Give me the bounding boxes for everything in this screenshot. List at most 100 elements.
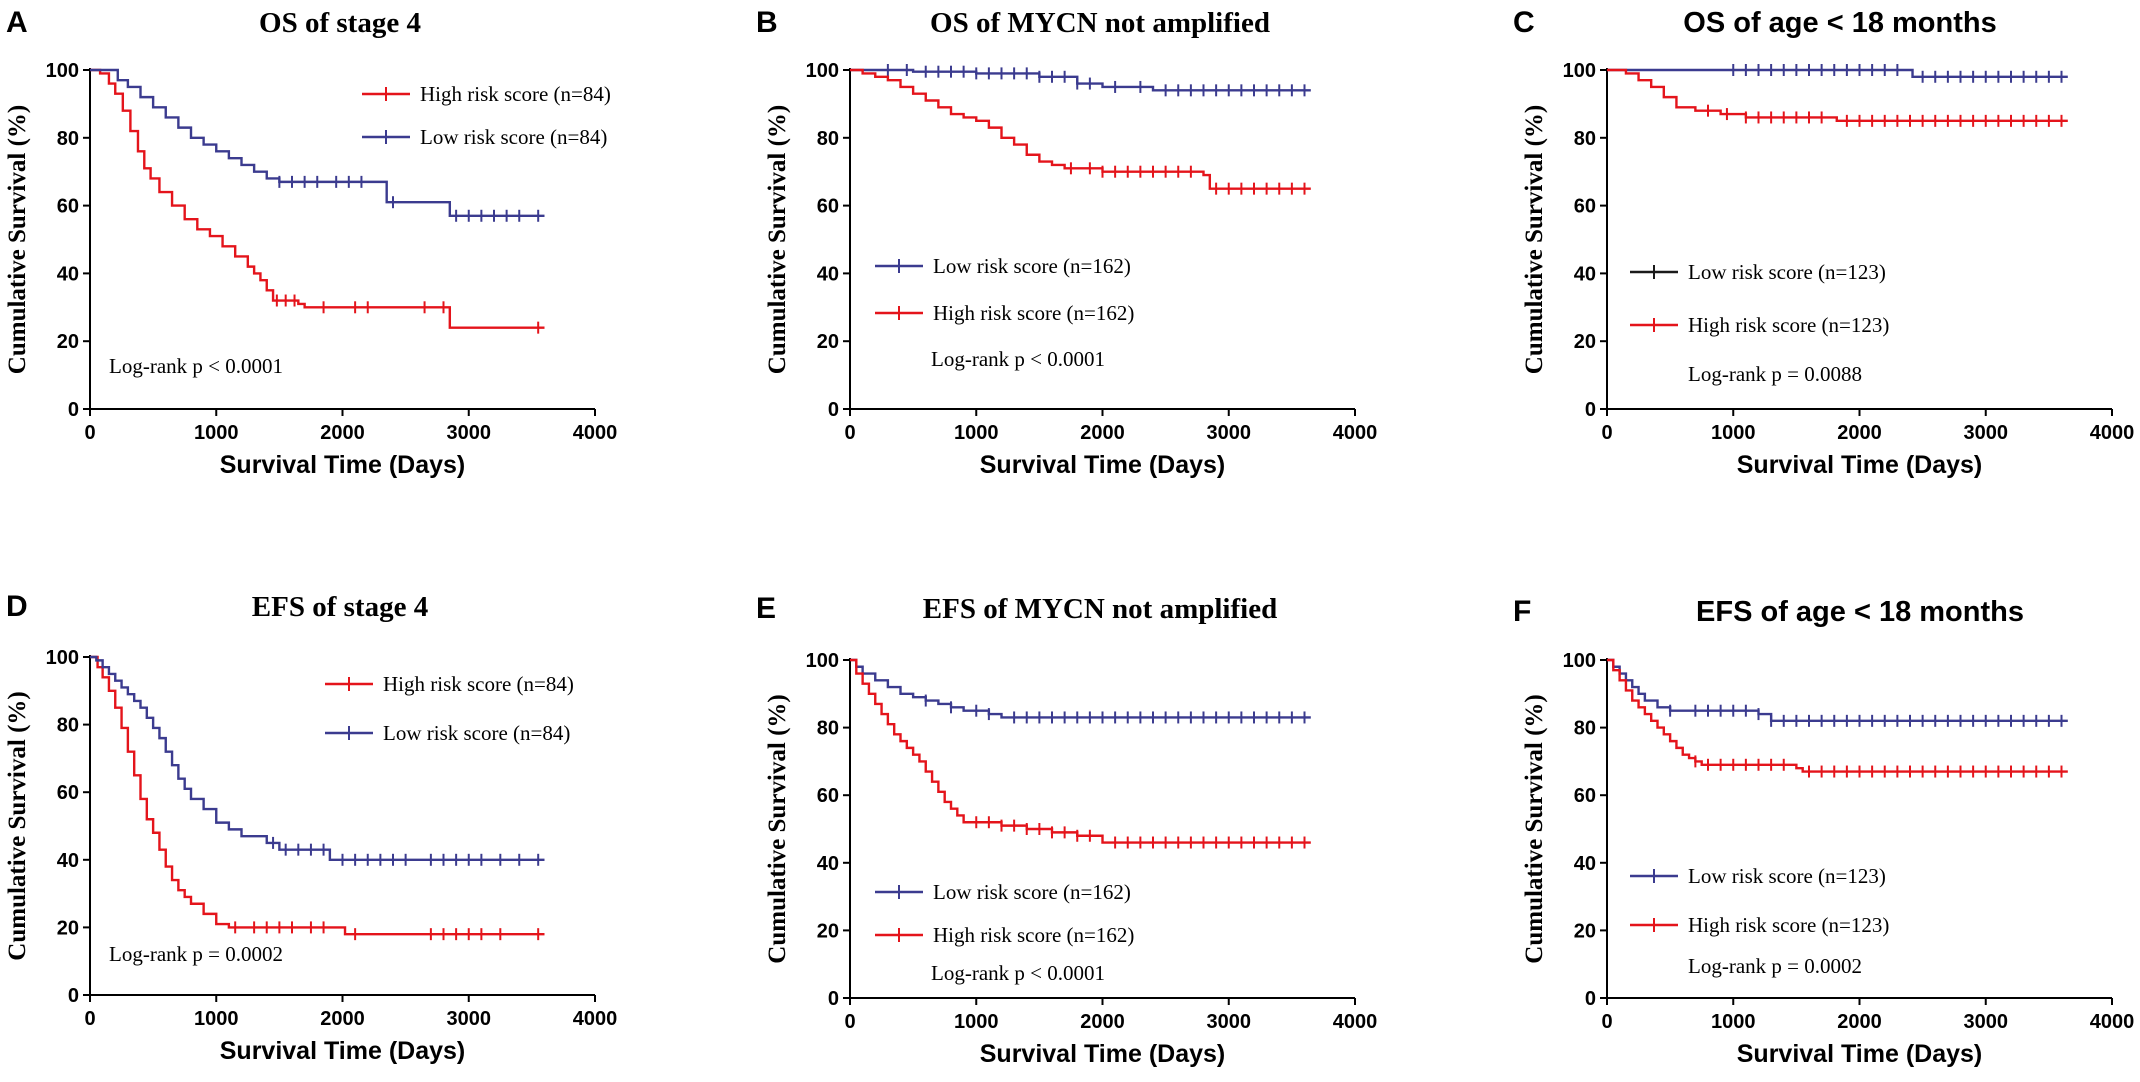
series-line-high-risk bbox=[1607, 68, 2068, 123]
x-tick-label: 1000 bbox=[194, 422, 239, 444]
y-tick-label: 0 bbox=[68, 985, 79, 1007]
y-tick-label: 80 bbox=[1574, 718, 1596, 740]
y-tick-label: 40 bbox=[1574, 853, 1596, 875]
x-axis-label: Survival Time (Days) bbox=[980, 1040, 1225, 1068]
y-tick-label: 100 bbox=[1563, 60, 1596, 82]
series-line-low-risk bbox=[1607, 658, 2068, 723]
series-line-low-risk bbox=[90, 68, 545, 217]
x-tick-label: 2000 bbox=[1080, 422, 1125, 444]
series-line-high-risk bbox=[90, 655, 545, 936]
y-tick-label: 0 bbox=[68, 399, 79, 421]
y-tick-label: 40 bbox=[57, 850, 79, 872]
y-axis-label: Cumulative Survival (%) bbox=[1521, 105, 1548, 374]
panel-letter: E bbox=[756, 592, 776, 625]
legend-label-low-risk: Low risk score (n=84) bbox=[420, 125, 607, 149]
legend-label-high-risk: High risk score (n=162) bbox=[933, 923, 1134, 947]
panel-letter: D bbox=[6, 590, 28, 623]
x-tick-label: 2000 bbox=[1837, 422, 1882, 444]
panel-letter: B bbox=[756, 6, 778, 39]
x-tick-label: 1000 bbox=[954, 1011, 999, 1033]
logrank-annotation: Log-rank p = 0.0002 bbox=[1688, 954, 1862, 978]
y-tick-label: 100 bbox=[806, 650, 839, 672]
logrank-annotation: Log-rank p < 0.0001 bbox=[931, 347, 1105, 371]
chart-title: OS of stage 4 bbox=[259, 7, 421, 39]
series-line-low-risk bbox=[850, 658, 1311, 719]
y-tick-label: 20 bbox=[1574, 331, 1596, 353]
legend-label-high-risk: High risk score (n=84) bbox=[383, 672, 574, 696]
y-tick-label: 0 bbox=[1585, 399, 1596, 421]
y-tick-label: 40 bbox=[817, 263, 839, 285]
logrank-annotation: Log-rank p = 0.0002 bbox=[109, 942, 283, 966]
y-tick-label: 80 bbox=[817, 718, 839, 740]
y-tick-label: 100 bbox=[46, 60, 79, 82]
series-line-high-risk bbox=[850, 658, 1311, 844]
legend-label-high-risk: High risk score (n=123) bbox=[1688, 313, 1889, 337]
y-tick-label: 60 bbox=[57, 196, 79, 218]
y-tick-label: 20 bbox=[57, 917, 79, 939]
y-tick-label: 0 bbox=[828, 988, 839, 1010]
legend-label-low-risk: Low risk score (n=123) bbox=[1688, 260, 1886, 284]
legend-label-high-risk: High risk score (n=162) bbox=[933, 301, 1134, 325]
legend-label-low-risk: Low risk score (n=123) bbox=[1688, 864, 1886, 888]
y-axis-label: Cumulative Survival (%) bbox=[764, 105, 791, 374]
y-tick-label: 60 bbox=[817, 785, 839, 807]
x-tick-label: 4000 bbox=[1333, 422, 1378, 444]
chart-title: OS of MYCN not amplified bbox=[930, 7, 1270, 39]
x-tick-label: 2000 bbox=[320, 1008, 365, 1030]
x-tick-label: 0 bbox=[844, 422, 855, 444]
x-tick-label: 3000 bbox=[1964, 1011, 2009, 1033]
chart-title: EFS of stage 4 bbox=[252, 591, 428, 623]
y-tick-label: 100 bbox=[806, 60, 839, 82]
legend-label-low-risk: Low risk score (n=162) bbox=[933, 254, 1131, 278]
legend-label-high-risk: High risk score (n=84) bbox=[420, 82, 611, 106]
chart-title: OS of age < 18 months bbox=[1683, 7, 1996, 39]
panel-letter: F bbox=[1513, 595, 1531, 628]
x-tick-label: 1000 bbox=[194, 1008, 239, 1030]
x-tick-label: 0 bbox=[1601, 1011, 1612, 1033]
x-tick-label: 4000 bbox=[1333, 1011, 1378, 1033]
logrank-annotation: Log-rank p = 0.0088 bbox=[1688, 362, 1862, 386]
y-tick-label: 100 bbox=[46, 647, 79, 669]
x-tick-label: 2000 bbox=[1080, 1011, 1125, 1033]
x-tick-label: 0 bbox=[84, 422, 95, 444]
y-axis-label: Cumulative Survival (%) bbox=[1521, 694, 1548, 963]
y-tick-label: 20 bbox=[57, 331, 79, 353]
x-tick-label: 2000 bbox=[320, 422, 365, 444]
x-tick-label: 1000 bbox=[1711, 1011, 1756, 1033]
x-tick-label: 0 bbox=[84, 1008, 95, 1030]
y-tick-label: 20 bbox=[1574, 920, 1596, 942]
y-tick-label: 80 bbox=[1574, 128, 1596, 150]
x-axis-label: Survival Time (Days) bbox=[1737, 451, 1982, 479]
x-tick-label: 3000 bbox=[447, 1008, 492, 1030]
y-tick-label: 60 bbox=[1574, 785, 1596, 807]
legend-label-high-risk: High risk score (n=123) bbox=[1688, 913, 1889, 937]
y-tick-label: 0 bbox=[828, 399, 839, 421]
logrank-annotation: Log-rank p < 0.0001 bbox=[109, 354, 283, 378]
x-axis-label: Survival Time (Days) bbox=[980, 451, 1225, 479]
series-line-high-risk bbox=[1607, 658, 2068, 773]
y-axis-label: Cumulative Survival (%) bbox=[4, 105, 31, 374]
y-tick-label: 40 bbox=[817, 853, 839, 875]
y-tick-label: 100 bbox=[1563, 650, 1596, 672]
y-tick-label: 60 bbox=[817, 196, 839, 218]
y-tick-label: 80 bbox=[817, 128, 839, 150]
x-tick-label: 3000 bbox=[1207, 1011, 1252, 1033]
y-tick-label: 80 bbox=[57, 128, 79, 150]
y-tick-label: 0 bbox=[1585, 988, 1596, 1010]
y-tick-label: 20 bbox=[817, 331, 839, 353]
y-axis-label: Cumulative Survival (%) bbox=[4, 691, 31, 960]
x-tick-label: 1000 bbox=[954, 422, 999, 444]
x-axis-label: Survival Time (Days) bbox=[220, 451, 465, 479]
y-tick-label: 20 bbox=[817, 920, 839, 942]
x-tick-label: 4000 bbox=[2090, 1011, 2135, 1033]
series-line-high-risk bbox=[90, 68, 545, 329]
x-tick-label: 4000 bbox=[573, 1008, 618, 1030]
panel-letter: A bbox=[6, 6, 28, 39]
x-tick-label: 1000 bbox=[1711, 422, 1756, 444]
